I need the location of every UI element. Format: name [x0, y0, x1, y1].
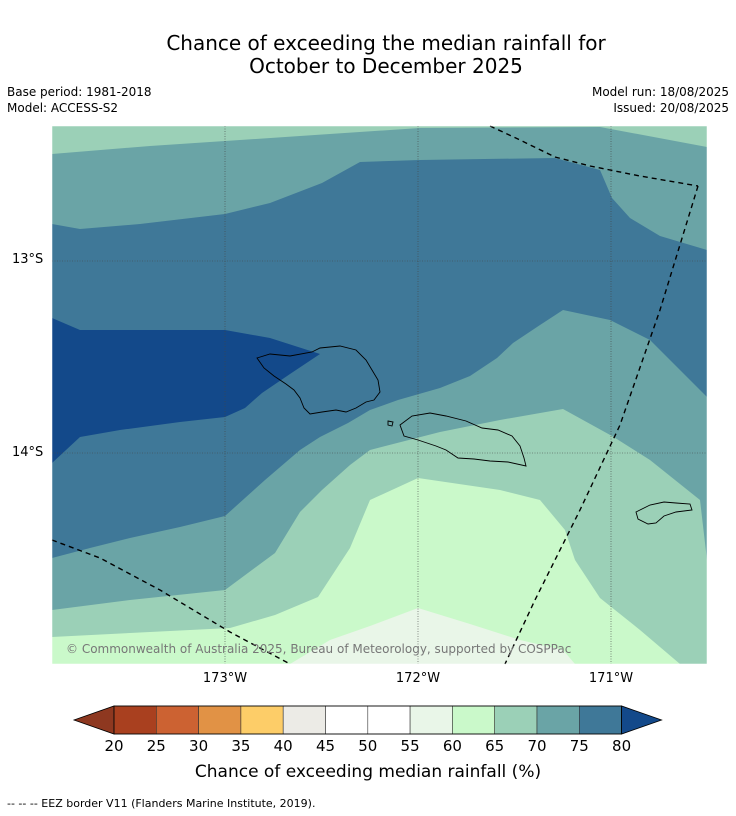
colorbar-outline: [113, 705, 623, 735]
meta-left: Base period: 1981-2018 Model: ACCESS-S2: [7, 84, 152, 116]
colorbar-segments: [72, 705, 663, 735]
colorbar-tick-label: 45: [316, 737, 335, 755]
graticule: [52, 126, 707, 664]
colorbar-title: Chance of exceeding median rainfall (%): [194, 762, 542, 782]
title-line-2: October to December 2025: [249, 54, 523, 78]
colorbar-tick-label: 60: [443, 737, 462, 755]
colorbar-tick-label: 40: [274, 737, 293, 755]
colorbar-tick-label: 30: [189, 737, 208, 755]
colorbar-ticks: 20 25 30 35 40 45 50 55 60 65 70 75 80: [104, 737, 631, 755]
colorbar-segment: [409, 705, 453, 735]
islands: [256, 345, 693, 525]
colorbar-tick-label: 80: [612, 737, 631, 755]
colorbar-segment: [494, 705, 538, 735]
colorbar-segment: [367, 705, 411, 735]
island-savaii: [256, 345, 381, 415]
colorbar: 20 25 30 35 40 45 50 55 60 65 70 75 80: [72, 705, 663, 755]
colorbar-segment: [536, 705, 580, 735]
lat-label-13s: 13°S: [12, 252, 44, 267]
band-55: [290, 608, 575, 664]
eez-borders: [51, 125, 699, 665]
colorbar-segment: [578, 705, 622, 735]
colorbar-segment: [325, 705, 369, 735]
colorbar-tick-label: 70: [527, 737, 546, 755]
colorbar-tick-label: 35: [231, 737, 250, 755]
title-line-1: Chance of exceeding the median rainfall …: [166, 31, 606, 55]
colorbar-over-arrow: [621, 705, 663, 735]
colorbar-tick-label: 75: [570, 737, 589, 755]
colorbar-tick-label: 65: [485, 737, 504, 755]
map-contours: [52, 126, 707, 664]
lat-label-14s: 14°S: [12, 445, 44, 460]
chart-title: Chance of exceeding the median rainfall …: [0, 32, 736, 78]
band-75: [52, 158, 707, 558]
meta-right: Model run: 18/08/2025 Issued: 20/08/2025: [592, 84, 729, 116]
model-run: Model run: 18/08/2025: [591, 85, 729, 99]
base-period: Base period: 1981-2018: [7, 85, 152, 99]
colorbar-segment: [156, 705, 199, 735]
band-60: [52, 478, 680, 664]
lon-label-171w: 171°W: [588, 671, 634, 686]
model-name: Model: ACCESS-S2: [7, 101, 119, 115]
colorbar-tick-label: 55: [401, 737, 420, 755]
map-frame: [51, 125, 708, 665]
colorbar-segment: [113, 705, 157, 735]
lon-label-172w: 172°W: [395, 671, 441, 686]
colorbar-segment: [240, 705, 284, 735]
colorbar-tick-label: 50: [358, 737, 377, 755]
eez-legend: -- -- -- EEZ border V11 (Flanders Marine…: [7, 797, 316, 810]
colorbar-tick-label: 25: [147, 737, 166, 755]
island-manono: [387, 420, 394, 427]
lon-label-173w: 173°W: [202, 671, 248, 686]
band-80: [52, 318, 320, 463]
colorbar-tick-label: 20: [104, 737, 123, 755]
colorbar-segment: [282, 705, 326, 735]
map: [51, 125, 708, 665]
island-upolu: [399, 412, 527, 467]
colorbar-under-arrow: [72, 705, 115, 735]
copyright-notice: © Commonwealth of Australia 2025, Bureau…: [66, 642, 572, 656]
colorbar-segment: [198, 705, 242, 735]
colorbar-segment: [452, 705, 495, 735]
island-tutuila: [635, 501, 693, 525]
issued-date: Issued: 20/08/2025: [613, 101, 729, 115]
